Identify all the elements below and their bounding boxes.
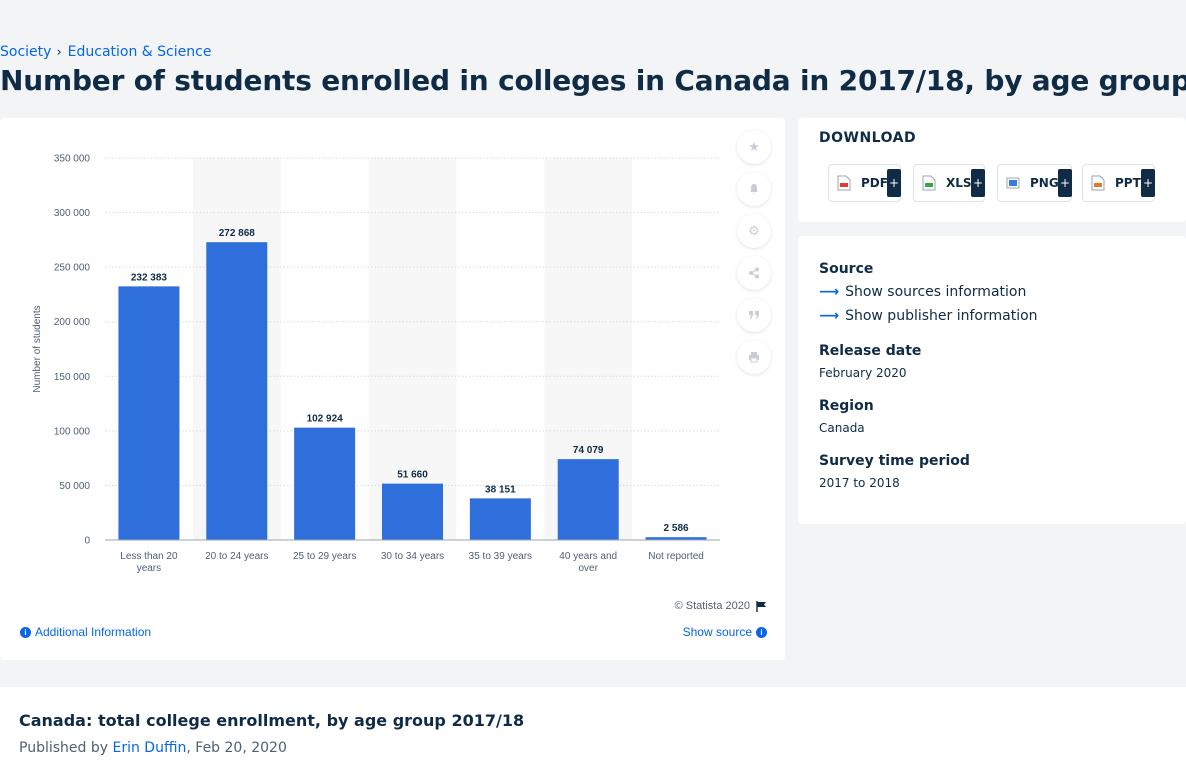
info-icon: i (756, 626, 767, 638)
show-publisher-label: Show publisher information (845, 308, 1038, 324)
info-icon: i (20, 626, 31, 638)
show-publisher-link[interactable]: ⟶ Show publisher information (819, 308, 1038, 324)
top-bar (0, 0, 1186, 38)
y-tick-label: 350 000 (54, 154, 91, 165)
y-tick-label: 50 000 (59, 481, 90, 492)
y-tick-label: 150 000 (54, 372, 91, 383)
additional-information-link[interactable]: i Additional Information (20, 625, 151, 639)
copyright: © Statista 2020 (675, 600, 767, 612)
published-date: , Feb 20, 2020 (186, 740, 287, 756)
show-source-label: Show source (682, 625, 752, 639)
plus-icon: + (1141, 169, 1155, 197)
survey-period-value: 2017 to 2018 (819, 476, 900, 490)
ppt-file-icon (1091, 175, 1105, 191)
data-label: 38 151 (485, 484, 516, 495)
data-label: 102 924 (307, 414, 344, 425)
download-xls-button[interactable]: XLS + (913, 164, 985, 202)
y-tick-label: 300 000 (54, 208, 91, 219)
survey-period-label: Survey time period (819, 453, 970, 469)
arrow-right-icon: ⟶ (819, 308, 840, 324)
png-file-icon (1006, 175, 1020, 191)
download-pdf-button[interactable]: PDF + (828, 164, 901, 202)
data-label: 232 383 (131, 272, 168, 283)
related-statistic-card: Canada: total college enrollment, by age… (0, 687, 1186, 760)
plus-icon: + (971, 169, 985, 197)
published-by: Published by Erin Duffin, Feb 20, 2020 (19, 740, 287, 756)
chart-card: 0 50 000 100 000 150 000 200 000 250 000 300 0… (0, 118, 785, 660)
download-ppt-button[interactable]: PPT + (1082, 164, 1155, 202)
download-card: DOWNLOAD PDF + XLS + PNG + PPT + (798, 118, 1186, 222)
x-tick-label: Less than 20 years (120, 551, 178, 574)
author-link[interactable]: Erin Duffin (112, 740, 187, 756)
x-tick-label: 30 to 34 years (381, 551, 444, 562)
star-icon[interactable]: ★ (737, 130, 771, 164)
source-label: Source (819, 261, 874, 277)
breadcrumb-education-science[interactable]: Education & Science (67, 44, 212, 60)
xls-file-icon (922, 175, 936, 191)
y-axis-label: Number of students (32, 305, 43, 392)
download-title: DOWNLOAD (819, 130, 917, 146)
print-icon[interactable] (737, 340, 771, 374)
region-label: Region (819, 398, 874, 414)
pdf-label: PDF (861, 176, 888, 190)
show-source-link[interactable]: Show source i (683, 625, 767, 639)
show-sources-link[interactable]: ⟶ Show sources information (819, 284, 1026, 300)
bar (469, 498, 531, 540)
bar (645, 537, 707, 540)
breadcrumb-separator-icon: › (56, 44, 62, 60)
data-label: 74 079 (573, 445, 604, 456)
data-label: 2 586 (664, 523, 689, 534)
x-tick-label: 25 to 29 years (293, 551, 356, 562)
breadcrumb-society[interactable]: Society (0, 44, 52, 60)
x-tick-label: Not reported (648, 551, 704, 562)
data-label: 272 868 (219, 228, 256, 239)
page-title: Number of students enrolled in colleges … (0, 64, 1186, 97)
quote-icon[interactable] (737, 298, 771, 332)
png-label: PNG (1030, 176, 1059, 190)
published-prefix: Published by (19, 740, 113, 756)
region-value: Canada (819, 421, 865, 435)
bell-icon[interactable] (737, 172, 771, 206)
y-tick-label: 200 000 (54, 317, 91, 328)
arrow-right-icon: ⟶ (819, 284, 840, 300)
y-tick-label: 100 000 (54, 426, 91, 437)
flag-icon[interactable] (756, 600, 767, 612)
ppt-label: PPT (1115, 176, 1141, 190)
bar (118, 286, 180, 540)
additional-information-label: Additional Information (35, 625, 152, 639)
category-band (368, 158, 457, 540)
plus-icon: + (887, 169, 901, 197)
bar (294, 427, 356, 540)
x-tick-label: 40 years and over (559, 551, 617, 574)
y-tick-label: 250 000 (54, 263, 91, 274)
xls-label: XLS (946, 176, 972, 190)
show-sources-label: Show sources information (845, 284, 1027, 300)
info-card: Source ⟶ Show sources information ⟶ Show… (798, 236, 1186, 524)
chart-tools: ★ ⚙ (737, 130, 773, 382)
plus-icon: + (1058, 169, 1072, 197)
share-icon[interactable] (737, 256, 771, 290)
x-tick-label: 35 to 39 years (469, 551, 532, 562)
breadcrumb: Society › Education & Science (0, 44, 211, 60)
release-date-label: Release date (819, 343, 922, 359)
bar-chart: 0 50 000 100 000 150 000 200 000 250 000 300 0… (32, 154, 720, 574)
bar (557, 459, 619, 540)
related-statistic-title: Canada: total college enrollment, by age… (19, 711, 525, 730)
release-date-value: February 2020 (819, 366, 907, 380)
bar (206, 242, 268, 540)
x-tick-label: 20 to 24 years (205, 551, 268, 562)
bar (382, 483, 443, 540)
pdf-file-icon (837, 175, 851, 191)
gear-icon[interactable]: ⚙ (737, 214, 771, 248)
copyright-text: © Statista 2020 (674, 600, 750, 612)
data-label: 51 660 (397, 470, 428, 481)
y-tick-label: 0 (84, 536, 90, 547)
download-png-button[interactable]: PNG + (997, 164, 1072, 202)
